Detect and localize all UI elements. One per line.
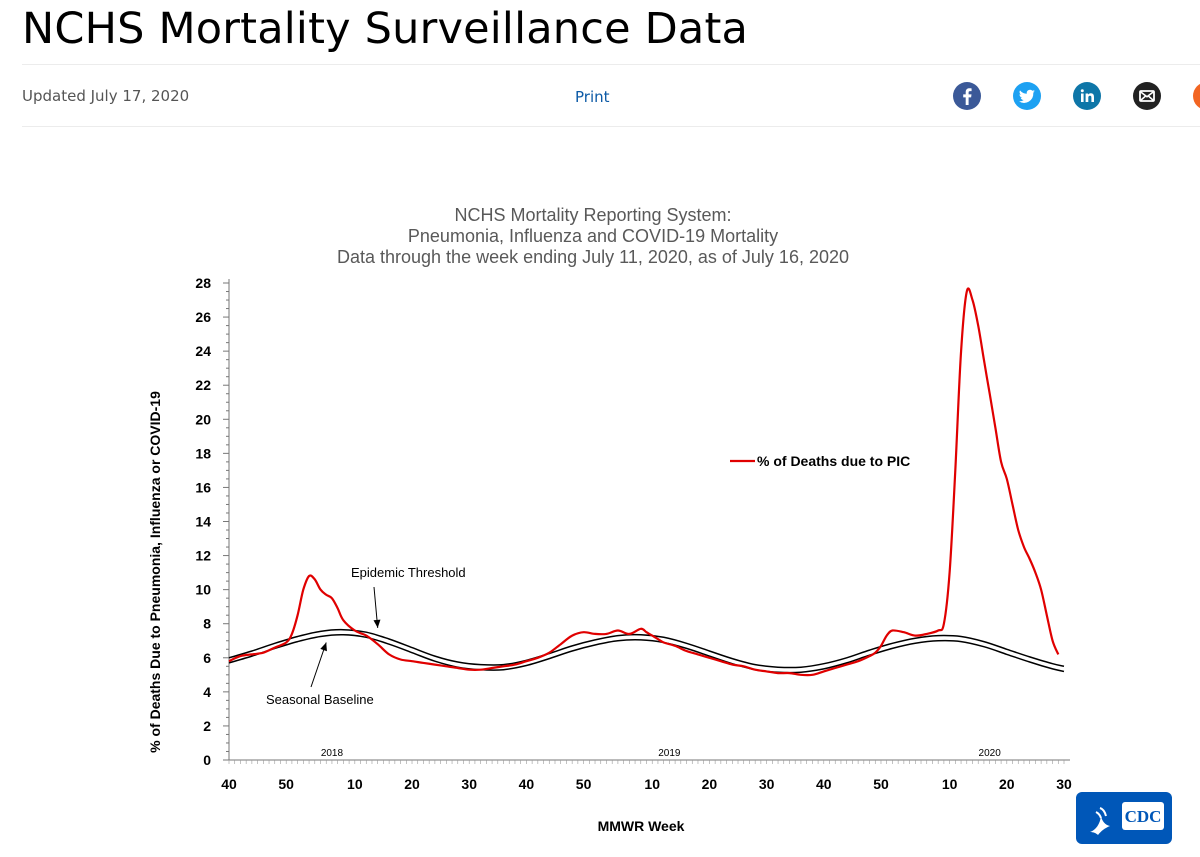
share-email-button[interactable] <box>1132 81 1162 111</box>
series-line-seasonal-baseline <box>228 634 1065 674</box>
y-tick-label: 6 <box>203 650 211 666</box>
y-tick-label: 28 <box>195 275 211 291</box>
x-tick-label: 30 <box>1056 776 1072 792</box>
divider <box>22 64 1200 65</box>
y-tick-label: 8 <box>203 616 211 632</box>
updated-date: Updated July 17, 2020 <box>22 87 190 105</box>
year-label: 2018 <box>321 748 344 759</box>
x-axis-label: MMWR Week <box>598 818 685 834</box>
x-tick-label: 50 <box>873 776 889 792</box>
annotation-arrow-head <box>373 619 381 628</box>
y-tick-label: 18 <box>195 445 211 461</box>
y-tick-label: 16 <box>195 479 211 495</box>
y-tick-label: 10 <box>195 582 211 598</box>
chart-series <box>228 287 1065 677</box>
pic-mortality-chart: NCHS Mortality Reporting System:Pneumoni… <box>147 205 1072 834</box>
divider <box>22 126 1200 127</box>
annotation-label: Epidemic Threshold <box>351 565 466 580</box>
x-tick-label: 10 <box>347 776 363 792</box>
share-linkedin-button[interactable] <box>1072 81 1102 111</box>
y-tick-label: 2 <box>203 718 211 734</box>
syndicate-icon <box>1193 83 1200 109</box>
year-labels: 2018 2019 2020 <box>321 748 1001 759</box>
x-tick-label: 40 <box>221 776 237 792</box>
email-icon <box>1133 82 1161 110</box>
x-tick-label: 40 <box>816 776 832 792</box>
chart-title-line: NCHS Mortality Reporting System: <box>454 205 731 225</box>
chart-title: NCHS Mortality Reporting System:Pneumoni… <box>337 205 849 267</box>
x-tick-label: 50 <box>576 776 592 792</box>
x-tick-label: 40 <box>519 776 535 792</box>
y-tick-label: 22 <box>195 377 211 393</box>
y-tick-label: 0 <box>203 752 211 768</box>
x-tick-label: 10 <box>644 776 660 792</box>
linkedin-icon <box>1073 82 1101 110</box>
share-twitter-button[interactable] <box>1012 81 1042 111</box>
x-tick-label: 20 <box>702 776 718 792</box>
legend-label: % of Deaths due to PIC <box>757 453 910 469</box>
x-tick-label: 10 <box>942 776 958 792</box>
year-label: 2020 <box>979 748 1002 759</box>
x-tick-label: 20 <box>404 776 420 792</box>
x-axis-ticks: 40 50 10 20 30 40 50 10 20 30 40 50 10 20 30 <box>221 776 1072 792</box>
chart-title-line: Data through the week ending July 11, 20… <box>337 247 849 267</box>
page-title: NCHS Mortality Surveillance Data <box>22 4 749 54</box>
y-tick-label: 20 <box>195 411 211 427</box>
annotation-label: Seasonal Baseline <box>266 692 374 707</box>
series-line-of-deaths-due-to-pic <box>228 287 1060 677</box>
share-facebook-button[interactable] <box>952 81 982 111</box>
twitter-icon <box>1013 82 1041 110</box>
chart-title-line: Pneumonia, Influenza and COVID-19 Mortal… <box>408 226 778 246</box>
cdc-logo: CDC <box>1076 792 1172 844</box>
chart-axes <box>223 279 1070 764</box>
x-tick-label: 30 <box>461 776 477 792</box>
y-tick-label: 24 <box>195 343 211 359</box>
x-tick-label: 50 <box>278 776 294 792</box>
year-label: 2019 <box>658 748 681 759</box>
y-axis-label: % of Deaths Due to Pneumonia, Influenza … <box>147 391 163 753</box>
share-syndicate-button[interactable] <box>1192 81 1200 111</box>
cdc-logo-icon: CDC <box>1076 792 1172 844</box>
chart-annotations: Epidemic Threshold Seasonal Baseline <box>266 565 466 707</box>
x-tick-label: 20 <box>999 776 1015 792</box>
cdc-logo-text: CDC <box>1125 807 1162 826</box>
chart-legend: % of Deaths due to PIC <box>730 453 910 469</box>
facebook-icon <box>953 82 981 110</box>
y-tick-label: 26 <box>195 309 211 325</box>
y-tick-label: 12 <box>195 548 211 564</box>
x-tick-label: 30 <box>759 776 775 792</box>
y-tick-label: 4 <box>203 684 211 700</box>
annotation-arrow-head <box>320 642 327 652</box>
print-link[interactable]: Print <box>575 88 610 106</box>
y-tick-label: 14 <box>195 514 211 530</box>
